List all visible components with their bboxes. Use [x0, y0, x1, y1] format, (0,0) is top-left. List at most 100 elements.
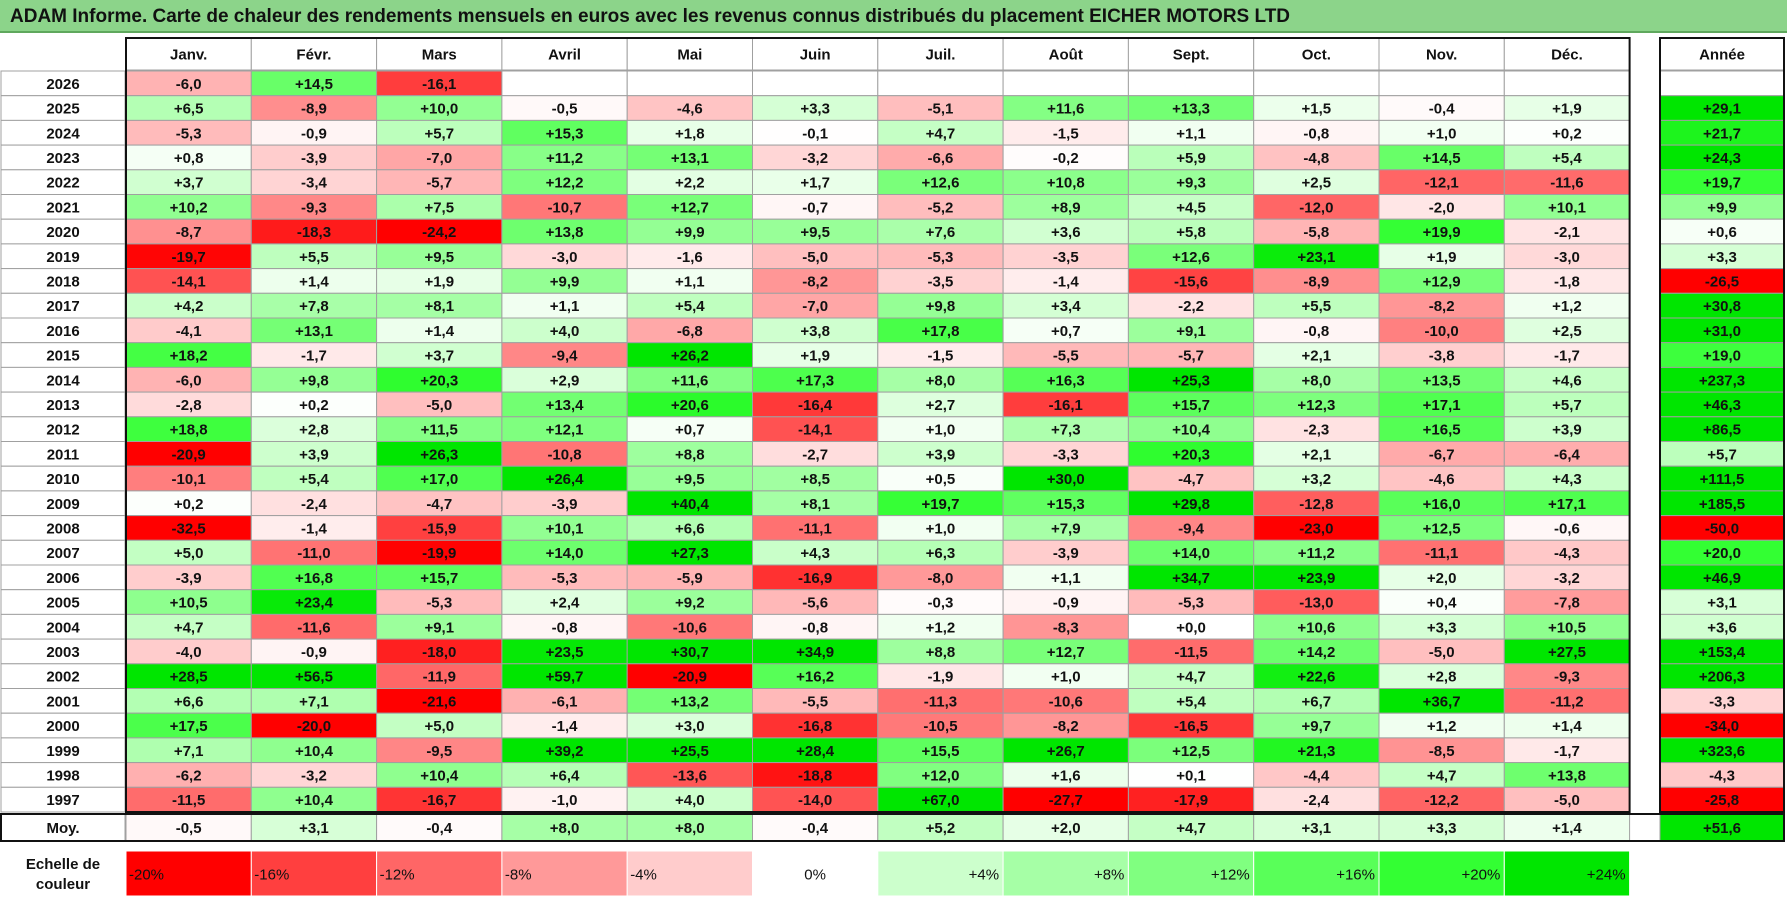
- heat-cell-1998-7-label: +12,0: [921, 767, 959, 784]
- heat-cell-2003-7: +8,8: [877, 638, 1004, 665]
- heat-cell-2005-5-label: +9,2: [675, 595, 705, 612]
- heat-cell-2024-6-label: -0,1: [802, 125, 828, 142]
- heat-cell-1999-7: +15,5: [877, 737, 1004, 764]
- heat-cell-2003-2-bg: [250, 638, 378, 665]
- heat-cell-2010-12: +4,3: [1503, 465, 1631, 492]
- heat-cell-2024-2: -0,9: [250, 119, 378, 146]
- heat-cell-2016-12-label: +2,5: [1552, 323, 1582, 340]
- color-scale-swatch-label: +12%: [1211, 867, 1250, 884]
- column-header-7-label: Juil.: [925, 47, 955, 64]
- heat-cell-2018-5-bg: [626, 268, 754, 294]
- year-label-2016-bg: [0, 317, 126, 344]
- annual-cell-1999: +323,6: [1659, 737, 1785, 764]
- heat-cell-2012-4: +12,1: [501, 416, 628, 442]
- heat-cell-2008-11-label: +12,5: [1423, 520, 1461, 537]
- heat-cell-2019-12-label: -3,0: [1554, 249, 1580, 266]
- heat-cell-2011-3-label: +26,3: [420, 446, 458, 463]
- heat-cell-2017-3-label: +8,1: [424, 298, 454, 315]
- heat-cell-2010-1-label: -10,1: [172, 471, 206, 488]
- heat-cell-2002-12-label: -9,3: [1554, 669, 1580, 686]
- heat-cell-1998-11: +4,7: [1378, 762, 1505, 788]
- heat-cell-2011-8-label: -3,3: [1053, 446, 1079, 463]
- heat-cell-2004-3-bg: [376, 613, 503, 640]
- heat-cell-2017-4-bg: [501, 292, 628, 319]
- heat-cell-2014-4-label: +2,9: [550, 372, 580, 389]
- heat-cell-2022-5-label: +2,2: [675, 175, 705, 192]
- heat-cell-2008-9-label: -9,4: [1178, 520, 1205, 537]
- heat-cell-2003-11-label: -5,0: [1429, 644, 1455, 661]
- heat-cell-2024-5-label: +1,8: [675, 125, 705, 142]
- heat-cell-2010-8-label: +30,0: [1047, 471, 1085, 488]
- heat-cell-2005-9-bg: [1127, 589, 1255, 615]
- heat-cell-2008-11-bg: [1378, 515, 1505, 541]
- heat-cell-2016-11-label: -10,0: [1425, 323, 1459, 340]
- heat-cell-2005-9-label: -5,3: [1178, 595, 1204, 612]
- heat-cell-2008-4-label: +10,1: [546, 520, 584, 537]
- heat-cell-2004-7-label: +1,2: [926, 619, 956, 636]
- heat-cell-2008-2-bg: [250, 515, 378, 541]
- heat-cell-2005-12-label: -7,8: [1554, 595, 1580, 612]
- heat-cell-2014-10: +8,0: [1253, 366, 1380, 393]
- year-label-2001: 2001: [0, 688, 126, 714]
- heat-cell-2020-4: +13,8: [501, 218, 628, 245]
- column-header-6-label: Juin: [800, 47, 831, 64]
- year-label-2017-label: 2017: [46, 298, 79, 315]
- heat-cell-2018-2-label: +1,4: [299, 273, 329, 290]
- heat-cell-2017-2-bg: [250, 292, 378, 319]
- heat-cell-2011-10-bg: [1253, 441, 1380, 467]
- heat-cell-2023-1-label: +0,8: [174, 150, 204, 167]
- heat-cell-2012-8-label: +7,3: [1051, 422, 1081, 439]
- heat-cell-2004-11: +3,3: [1378, 613, 1505, 640]
- heat-cell-2006-11-label: +2,0: [1427, 570, 1457, 587]
- heat-cell-1997-4-bg: [501, 786, 628, 813]
- color-scale-swatch-label: +16%: [1336, 867, 1375, 884]
- heat-cell-2009-5: +40,4: [626, 490, 754, 517]
- heat-cell-2023-8-label: -0,2: [1053, 150, 1079, 167]
- heat-cell-1997-10-label: -2,4: [1303, 792, 1330, 809]
- heat-cell-2019-8: -3,5: [1002, 243, 1129, 270]
- heat-cell-2008-10-label: -23,0: [1299, 520, 1333, 537]
- heat-cell-1998-10: -4,4: [1253, 762, 1380, 788]
- column-header-12: Déc.: [1503, 37, 1631, 71]
- heat-cell-2025-5: -4,6: [626, 95, 754, 121]
- heat-cell-2016-7-bg: [877, 317, 1004, 344]
- heat-cell-2010-4-label: +26,4: [546, 471, 585, 488]
- heat-cell-2013-9-label: +15,7: [1172, 397, 1210, 414]
- heat-cell-2016-11-bg: [1378, 317, 1505, 344]
- heat-cell-2014-11: +13,5: [1378, 366, 1505, 393]
- heat-cell-2019-4-bg: [501, 243, 628, 270]
- heat-cell-2020-9: +5,8: [1127, 218, 1255, 245]
- heat-cell-2021-3-label: +7,5: [424, 199, 454, 216]
- heat-cell-2021-10-label: -12,0: [1299, 199, 1333, 216]
- heat-cell-2004-4: -0,8: [501, 613, 628, 640]
- heat-cell-2011-5-bg: [626, 441, 754, 467]
- heat-cell-2010-12-label: +4,3: [1552, 471, 1582, 488]
- heat-cell-2017-9-label: -2,2: [1178, 298, 1204, 315]
- heat-cell-2014-12: +4,6: [1503, 366, 1631, 393]
- heat-cell-2025-3-label: +10,0: [420, 101, 458, 118]
- annual-cell-2001-label: -3,3: [1709, 693, 1735, 710]
- heat-cell-2015-11-label: -3,8: [1429, 348, 1455, 365]
- heat-cell-2024-11-bg: [1378, 119, 1505, 146]
- annual-cell-2005: +3,1: [1659, 589, 1785, 615]
- heat-cell-2019-4: -3,0: [501, 243, 628, 270]
- heat-cell-2011-2: +3,9: [250, 441, 378, 467]
- heat-cell-2022-12-label: -11,6: [1550, 175, 1583, 192]
- heat-cell-2012-7-label: +1,0: [926, 422, 956, 439]
- heat-cell-2006-8-label: +1,1: [1051, 570, 1081, 587]
- heat-cell-2026-1: -6,0: [125, 70, 252, 97]
- heat-cell-2006-6-label: -16,9: [798, 570, 832, 587]
- heat-cell-2017-2-label: +7,8: [299, 298, 329, 315]
- heat-cell-2025-10-label: +1,5: [1302, 101, 1332, 118]
- heat-cell-2018-6-label: -8,2: [802, 273, 828, 290]
- heat-cell-2014-2-label: +9,8: [299, 372, 329, 389]
- heat-cell-2019-7-label: -5,3: [928, 249, 954, 266]
- column-header-1-bg: [125, 37, 252, 71]
- heat-cell-2011-4-label: -10,8: [547, 446, 581, 463]
- heat-cell-2010-6-bg: [752, 465, 879, 492]
- heat-cell-2016-8: +0,7: [1002, 317, 1129, 344]
- heat-cell-2023-3: -7,0: [376, 144, 503, 171]
- heat-cell-2025-5-label: -4,6: [677, 101, 703, 118]
- annual-cell-2020-label: +0,6: [1707, 224, 1737, 241]
- heat-cell-2019-11: +1,9: [1378, 243, 1505, 270]
